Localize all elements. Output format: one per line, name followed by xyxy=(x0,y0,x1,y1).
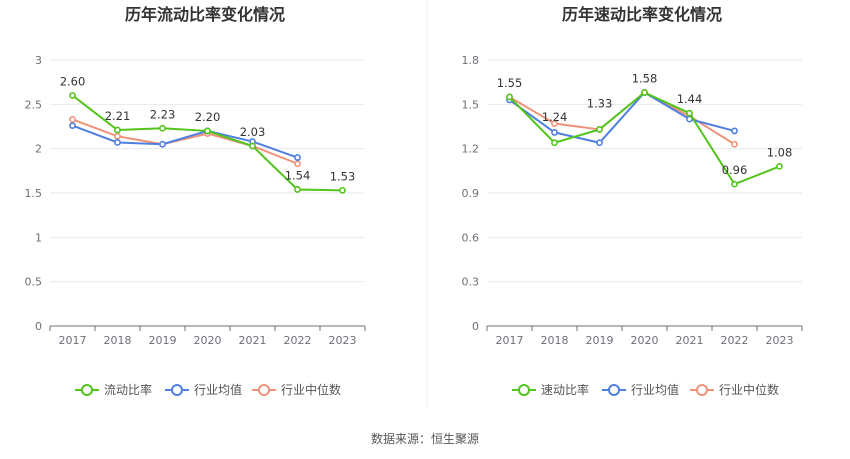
data-point-avg[interactable] xyxy=(551,129,558,136)
data-source: 数据来源：恒生聚源 xyxy=(371,431,479,446)
data-point-main[interactable] xyxy=(249,142,256,150)
y-tick-label: 0.5 xyxy=(25,276,43,289)
chart-title: 历年速动比率变化情况 xyxy=(562,5,722,24)
legend-label: 速动比率 xyxy=(541,382,589,397)
x-tick-label: 2018 xyxy=(104,334,132,347)
data-label: 1.24 xyxy=(542,110,568,124)
x-tick-label: 2019 xyxy=(586,334,614,347)
x-tick-label: 2021 xyxy=(239,334,267,347)
data-point-median[interactable] xyxy=(551,120,558,127)
data-label: 2.20 xyxy=(195,110,221,124)
data-label: 1.58 xyxy=(632,72,658,86)
data-label: 2.60 xyxy=(60,74,86,88)
x-tick-label: 2019 xyxy=(149,334,177,347)
data-label: 1.33 xyxy=(587,96,613,110)
data-label: 1.55 xyxy=(497,76,523,90)
data-point-main[interactable] xyxy=(204,127,211,135)
y-tick-label: 0.6 xyxy=(462,231,480,244)
data-point-main[interactable] xyxy=(159,124,166,132)
x-tick-label: 2021 xyxy=(676,334,704,347)
data-label: 2.03 xyxy=(240,125,266,139)
legend-label: 行业均值 xyxy=(194,382,242,397)
legend-item-avg[interactable]: 行业均值 xyxy=(602,382,679,397)
data-point-main[interactable] xyxy=(69,92,76,99)
legend-marker xyxy=(518,384,530,396)
y-tick-label: 2.5 xyxy=(25,98,43,111)
x-tick-label: 2022 xyxy=(721,334,749,347)
legend-marker xyxy=(258,384,270,396)
legend-item-median[interactable]: 行业中位数 xyxy=(690,382,779,397)
data-point-main[interactable] xyxy=(641,89,648,96)
data-point-avg[interactable] xyxy=(69,122,76,130)
legend-item-median[interactable]: 行业中位数 xyxy=(252,382,341,397)
data-point-main[interactable] xyxy=(731,180,738,188)
x-tick-label: 2023 xyxy=(329,334,357,347)
y-tick-label: 1.5 xyxy=(25,187,43,200)
legend-marker xyxy=(696,384,708,396)
series-line-median xyxy=(72,118,298,165)
data-point-avg[interactable] xyxy=(596,139,603,147)
y-tick-label: 2 xyxy=(35,143,42,156)
legend-item-main[interactable]: 流动比率 xyxy=(75,382,152,397)
data-point-main[interactable] xyxy=(294,186,301,193)
quick-ratio-chart: 历年速动比率变化情况 0 0.3 0.6 0.9 1.2 1.5 1.8 2017 2018 201… xyxy=(462,5,803,397)
data-point-main[interactable] xyxy=(551,139,558,147)
y-tick-label: 1.2 xyxy=(462,143,480,156)
data-point-main[interactable] xyxy=(776,162,783,170)
data-label: 1.54 xyxy=(285,168,311,182)
data-point-median[interactable] xyxy=(294,160,301,168)
legend-item-avg[interactable]: 行业均值 xyxy=(165,382,242,397)
data-point-avg[interactable] xyxy=(114,139,121,146)
y-tick-label: 0 xyxy=(35,320,42,333)
y-tick-label: 3 xyxy=(35,54,42,67)
data-point-avg[interactable] xyxy=(731,127,738,135)
data-point-median[interactable] xyxy=(731,140,738,148)
x-tick-label: 2017 xyxy=(496,334,524,347)
x-tick-label: 2018 xyxy=(541,334,569,347)
data-point-avg[interactable] xyxy=(159,140,166,148)
y-tick-label: 1 xyxy=(35,231,42,244)
y-tick-label: 1.8 xyxy=(462,54,480,67)
current-ratio-chart: 历年流动比率变化情况 0 0.5 1 1.5 2 2.5 3 2017 2018 2019 2020 2… xyxy=(25,5,366,397)
x-tick-label: 2020 xyxy=(631,334,659,347)
legend-item-main[interactable]: 速动比率 xyxy=(512,382,589,397)
data-point-median[interactable] xyxy=(114,132,121,140)
x-tick-label: 2017 xyxy=(59,334,87,347)
data-label: 2.23 xyxy=(150,107,176,121)
legend-marker xyxy=(171,384,183,396)
series-line-avg xyxy=(72,124,298,159)
data-point-main[interactable] xyxy=(596,126,603,133)
series-line-avg xyxy=(508,91,735,144)
data-point-main[interactable] xyxy=(506,93,513,101)
data-point-main[interactable] xyxy=(686,109,693,117)
data-point-main[interactable] xyxy=(339,186,346,194)
legend-label: 行业中位数 xyxy=(719,382,779,397)
chart-title: 历年流动比率变化情况 xyxy=(125,5,285,24)
data-point-main[interactable] xyxy=(114,126,121,134)
data-point-median[interactable] xyxy=(69,116,76,123)
x-tick-label: 2020 xyxy=(194,334,222,347)
legend-label: 流动比率 xyxy=(104,382,152,397)
data-point-avg[interactable] xyxy=(294,154,301,161)
legend-label: 行业均值 xyxy=(631,382,679,397)
y-tick-label: 0.9 xyxy=(462,187,480,200)
data-label: 1.53 xyxy=(330,169,356,183)
x-tick-label: 2023 xyxy=(766,334,794,347)
legend-marker xyxy=(608,384,620,396)
data-label: 0.96 xyxy=(722,163,748,177)
x-tick-label: 2022 xyxy=(284,334,312,347)
legend-marker xyxy=(81,384,93,396)
y-tick-label: 0.3 xyxy=(462,276,480,289)
y-tick-label: 1.5 xyxy=(462,98,480,111)
legend-label: 行业中位数 xyxy=(281,382,341,397)
y-tick-label: 0 xyxy=(472,320,479,333)
data-label: 1.08 xyxy=(767,145,793,159)
data-label: 2.21 xyxy=(105,109,131,123)
data-label: 1.44 xyxy=(677,92,703,106)
